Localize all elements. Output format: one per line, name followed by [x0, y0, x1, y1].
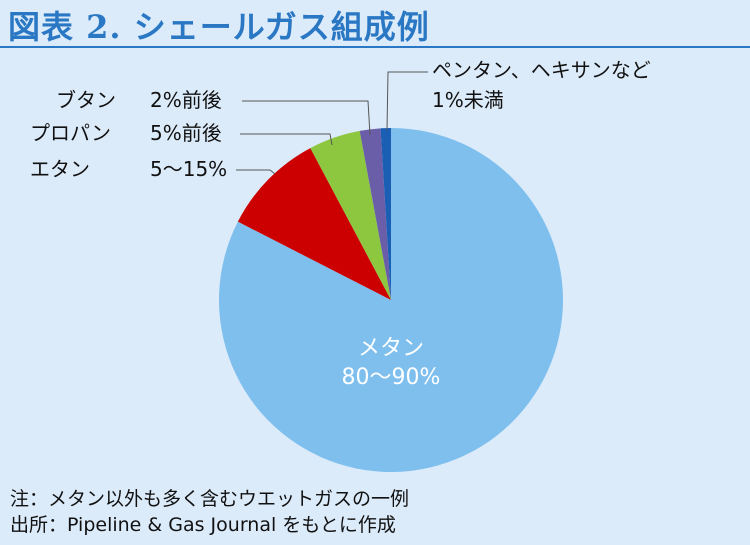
pie-slice-0 — [219, 128, 563, 473]
pie-slice-2 — [310, 130, 391, 300]
leader-line-1 — [236, 169, 276, 175]
leader-line-2 — [240, 133, 333, 146]
slice-label-range-0: 80～90% — [342, 365, 441, 390]
slice-label-name-4: ペンタン、ヘキサンなど — [432, 58, 651, 82]
slice-label-range-3: 2%前後 — [150, 88, 222, 112]
footnote: 注：メタン以外も多く含むウエットガスの一例 — [10, 488, 410, 510]
pie-slice-4 — [380, 128, 391, 300]
slice-label-name-2: プロパン — [30, 121, 111, 145]
leader-line-3 — [242, 100, 371, 136]
title-divider — [0, 46, 750, 48]
slice-label-name-1: エタン — [30, 157, 90, 181]
slice-label-range-1: 5～15% — [150, 157, 227, 181]
source-note: 出所：Pipeline & Gas Journal をもとに作成 — [10, 514, 396, 536]
chart-title: 図表 2. シェールガス組成例 — [8, 8, 430, 46]
leader-line-4 — [386, 71, 428, 131]
pie-slice-1 — [237, 148, 391, 300]
slice-label-name-0: メタン — [358, 336, 424, 361]
slice-label-range-2: 5%前後 — [150, 121, 222, 145]
pie-slice-3 — [359, 128, 391, 300]
slice-label-range-4: 1%未満 — [432, 88, 504, 112]
slice-label-name-3: ブタン — [56, 88, 116, 112]
